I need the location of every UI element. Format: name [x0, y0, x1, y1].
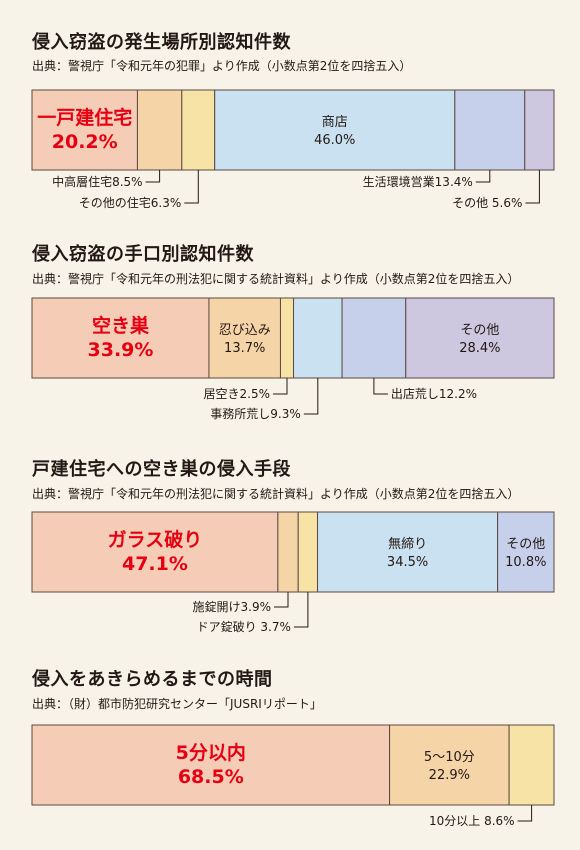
- chart-1-bar-3: [279, 297, 295, 379]
- chart-0-leader-3: [184, 170, 199, 204]
- chart-3-title: 侵入をあきらめるまでの時間: [32, 669, 273, 690]
- chart-2-label-name-5: その他: [506, 537, 545, 552]
- chart-1-label-name-1: 空き巣: [92, 314, 150, 337]
- chart-0-bar-6: [524, 89, 555, 171]
- chart-3-callout-3: 10分以上 8.6%: [429, 814, 515, 828]
- chart-0-title: 侵入窃盗の発生場所別認知件数: [32, 32, 291, 53]
- chart-2-leader-3: [293, 592, 309, 628]
- chart-3-label-value-2: 22.9%: [429, 768, 470, 783]
- chart-2-label-value-1: 47.1%: [122, 553, 188, 575]
- chart-3-leader-3: [517, 805, 533, 822]
- chart-0-leader-5: [475, 170, 491, 183]
- chart-0-bar-5: [454, 89, 526, 171]
- chart-3-source: 出典：（財）都市防犯研究センター「JUSRIリポート」: [32, 697, 322, 711]
- chart-1-label-value-1: 33.9%: [88, 339, 154, 361]
- chart-0-bar-2: [136, 89, 183, 171]
- chart-2-label-value-4: 34.5%: [387, 555, 428, 570]
- chart-0-bar-1: [31, 89, 138, 171]
- chart-2-bar-4: [317, 511, 499, 593]
- chart-1-callout-5: 出店荒し12.2%: [391, 387, 477, 401]
- chart-0-label-name-4: 商店: [322, 115, 348, 130]
- chart-1-bar-5: [341, 297, 407, 379]
- chart-1-callout-4: 事務所荒し9.3%: [210, 407, 301, 421]
- chart-1-bar-2: [208, 297, 281, 379]
- chart-0-bar-3: [181, 89, 216, 171]
- chart-2-bar-1: [31, 511, 279, 593]
- chart-0-callout-6: その他 5.6%: [452, 196, 522, 210]
- chart-1-label-value-6: 28.4%: [459, 341, 500, 356]
- chart-2-source: 出典：警視庁「令和元年の刑法犯に関する統計資料」より作成（小数点第2位を四捨五入…: [32, 487, 520, 501]
- chart-3-bar-3: [508, 724, 555, 806]
- chart-2-bar-3: [297, 511, 319, 593]
- chart-2-label-name-1: ガラス破り: [108, 529, 203, 551]
- chart-0-label-value-4: 46.0%: [314, 133, 355, 148]
- chart-2-title: 戸建住宅への空き巣の侵入手段: [32, 459, 291, 480]
- chart-1-source: 出典：警視庁「令和元年の刑法犯に関する統計資料」より作成（小数点第2位を四捨五入…: [32, 272, 520, 286]
- chart-2-label-name-4: 無締り: [388, 536, 427, 552]
- chart-1-leader-3: [273, 378, 288, 395]
- chart-1-bar-6: [405, 297, 555, 379]
- chart-2-callout-3: ドア錠破り 3.7%: [197, 619, 291, 634]
- chart-3-label-name-2: 5〜10分: [424, 750, 475, 765]
- chart-3-label-name-1: 5分以内: [176, 741, 246, 764]
- chart-2-bar-5: [497, 511, 555, 593]
- chart-0-label-name-1: 一戸建住宅: [37, 106, 132, 129]
- chart-0-leader-2: [145, 170, 161, 183]
- chart-0-label-value-1: 20.2%: [52, 131, 118, 153]
- chart-1-label-value-2: 13.7%: [224, 341, 265, 356]
- chart-1-label-name-2: 忍び込み: [219, 323, 271, 338]
- chart-1-callout-3: 居空き2.5%: [204, 387, 271, 401]
- chart-0-source: 出典：警視庁「令和元年の犯罪」より作成（小数点第2位を四捨五入）: [32, 59, 412, 73]
- chart-0-callout-5: 生活環境営業13.4%: [363, 174, 473, 189]
- chart-1-leader-5: [373, 378, 388, 395]
- chart-3-label-value-1: 68.5%: [178, 766, 244, 788]
- chart-1-bar-4: [293, 297, 343, 379]
- chart-1-bar-1: [31, 297, 210, 379]
- chart-1-label-name-6: その他: [460, 323, 499, 338]
- chart-0-bar-4: [214, 89, 456, 171]
- chart-2-label-value-5: 10.8%: [505, 555, 546, 570]
- chart-3-bar-1: [31, 724, 391, 806]
- chart-3-bar-2: [389, 724, 510, 806]
- chart-1-title: 侵入窃盗の手口別認知件数: [32, 244, 254, 265]
- chart-0-callout-2: 中高層住宅8.5%: [52, 174, 143, 189]
- chart-0-leader-6: [525, 170, 540, 204]
- chart-0-callout-3: その他の住宅6.3%: [79, 195, 182, 210]
- chart-2-bar-2: [277, 511, 299, 593]
- chart-2-callout-2: 施錠開け3.9%: [193, 599, 272, 614]
- chart-2-leader-2: [274, 592, 289, 608]
- chart-1-leader-4: [303, 378, 319, 415]
